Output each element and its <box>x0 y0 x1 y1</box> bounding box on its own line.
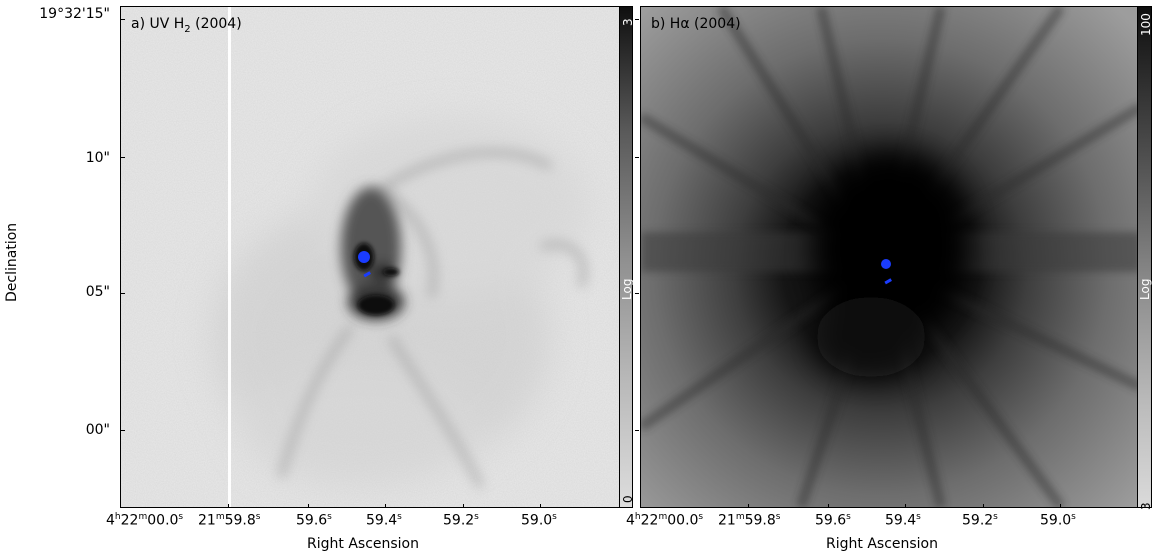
x-tick-mark <box>748 504 749 508</box>
panel-b-label: b) Hα (2004) <box>651 16 741 32</box>
y-tick-mark <box>121 19 125 20</box>
x-axis-title-a: Right Ascension <box>307 536 419 552</box>
x-tick-mark <box>463 504 464 508</box>
x-tick-mark <box>540 504 541 508</box>
x-tick-label-b: 21m59.8s <box>718 512 781 529</box>
x-tick-label-a: 59.2s <box>443 512 479 529</box>
y-tick-mark <box>635 430 639 431</box>
x-tick-mark <box>385 504 386 508</box>
x-tick-label-b: 59.4s <box>885 512 921 529</box>
y-tick-mark <box>121 293 125 294</box>
colorbar-a-min-label: 0 <box>621 495 635 503</box>
uv-h2-colorbar <box>619 6 633 508</box>
x-tick-label-a: 59.4s <box>366 512 402 529</box>
y-tick-mark <box>121 430 125 431</box>
h-alpha-image <box>641 7 1139 507</box>
y-tick-mark <box>635 157 639 158</box>
y-tick-label: 00" <box>85 422 110 438</box>
x-tick-mark <box>828 504 829 508</box>
source-marker-secondary <box>884 278 892 285</box>
x-tick-label-a: 21m59.8s <box>198 512 261 529</box>
y-tick-mark <box>635 19 639 20</box>
x-tick-mark <box>983 504 984 508</box>
panel-a-label: a) UV H2 (2004) <box>131 16 242 35</box>
x-tick-label-a: 59.0s <box>521 512 557 529</box>
y-tick-mark <box>121 157 125 158</box>
x-tick-label-b: 4h22m00.0s <box>626 512 704 529</box>
source-marker-secondary <box>363 271 371 278</box>
source-marker-primary <box>881 259 891 269</box>
y-tick-label: 05" <box>85 284 110 300</box>
y-tick-label: 10" <box>85 150 110 166</box>
uv-h2-image <box>121 7 621 507</box>
colorbar-a-max-label: 3 <box>621 18 635 26</box>
x-tick-label-b: 59.6s <box>815 512 851 529</box>
x-tick-label-b: 59.0s <box>1040 512 1076 529</box>
x-tick-mark <box>308 504 309 508</box>
colorbar-a-scale-label: Log <box>620 278 634 300</box>
source-marker-primary <box>358 251 370 263</box>
x-tick-label-b: 59.2s <box>962 512 998 529</box>
uv-h2-image-panel: a) UV H2 (2004) <box>120 6 622 508</box>
colorbar-b-max-label: 100 <box>1139 13 1152 36</box>
x-tick-mark <box>1060 504 1061 508</box>
x-tick-label-a: 59.6s <box>296 512 332 529</box>
colorbar-b-scale-label: Log <box>1138 278 1152 300</box>
x-tick-mark <box>228 504 229 508</box>
x-axis-title-b: Right Ascension <box>826 536 938 552</box>
y-tick-label: 19°32'15" <box>39 6 110 22</box>
y-tick-mark <box>635 293 639 294</box>
h-alpha-image-panel: b) Hα (2004) <box>640 6 1140 508</box>
x-tick-label-a: 4h22m00.0s <box>106 512 184 529</box>
x-tick-mark <box>905 504 906 508</box>
h-alpha-colorbar <box>1137 6 1152 508</box>
y-axis-title: Declination <box>4 222 20 302</box>
colorbar-b-min-label: 3 <box>1139 502 1152 510</box>
